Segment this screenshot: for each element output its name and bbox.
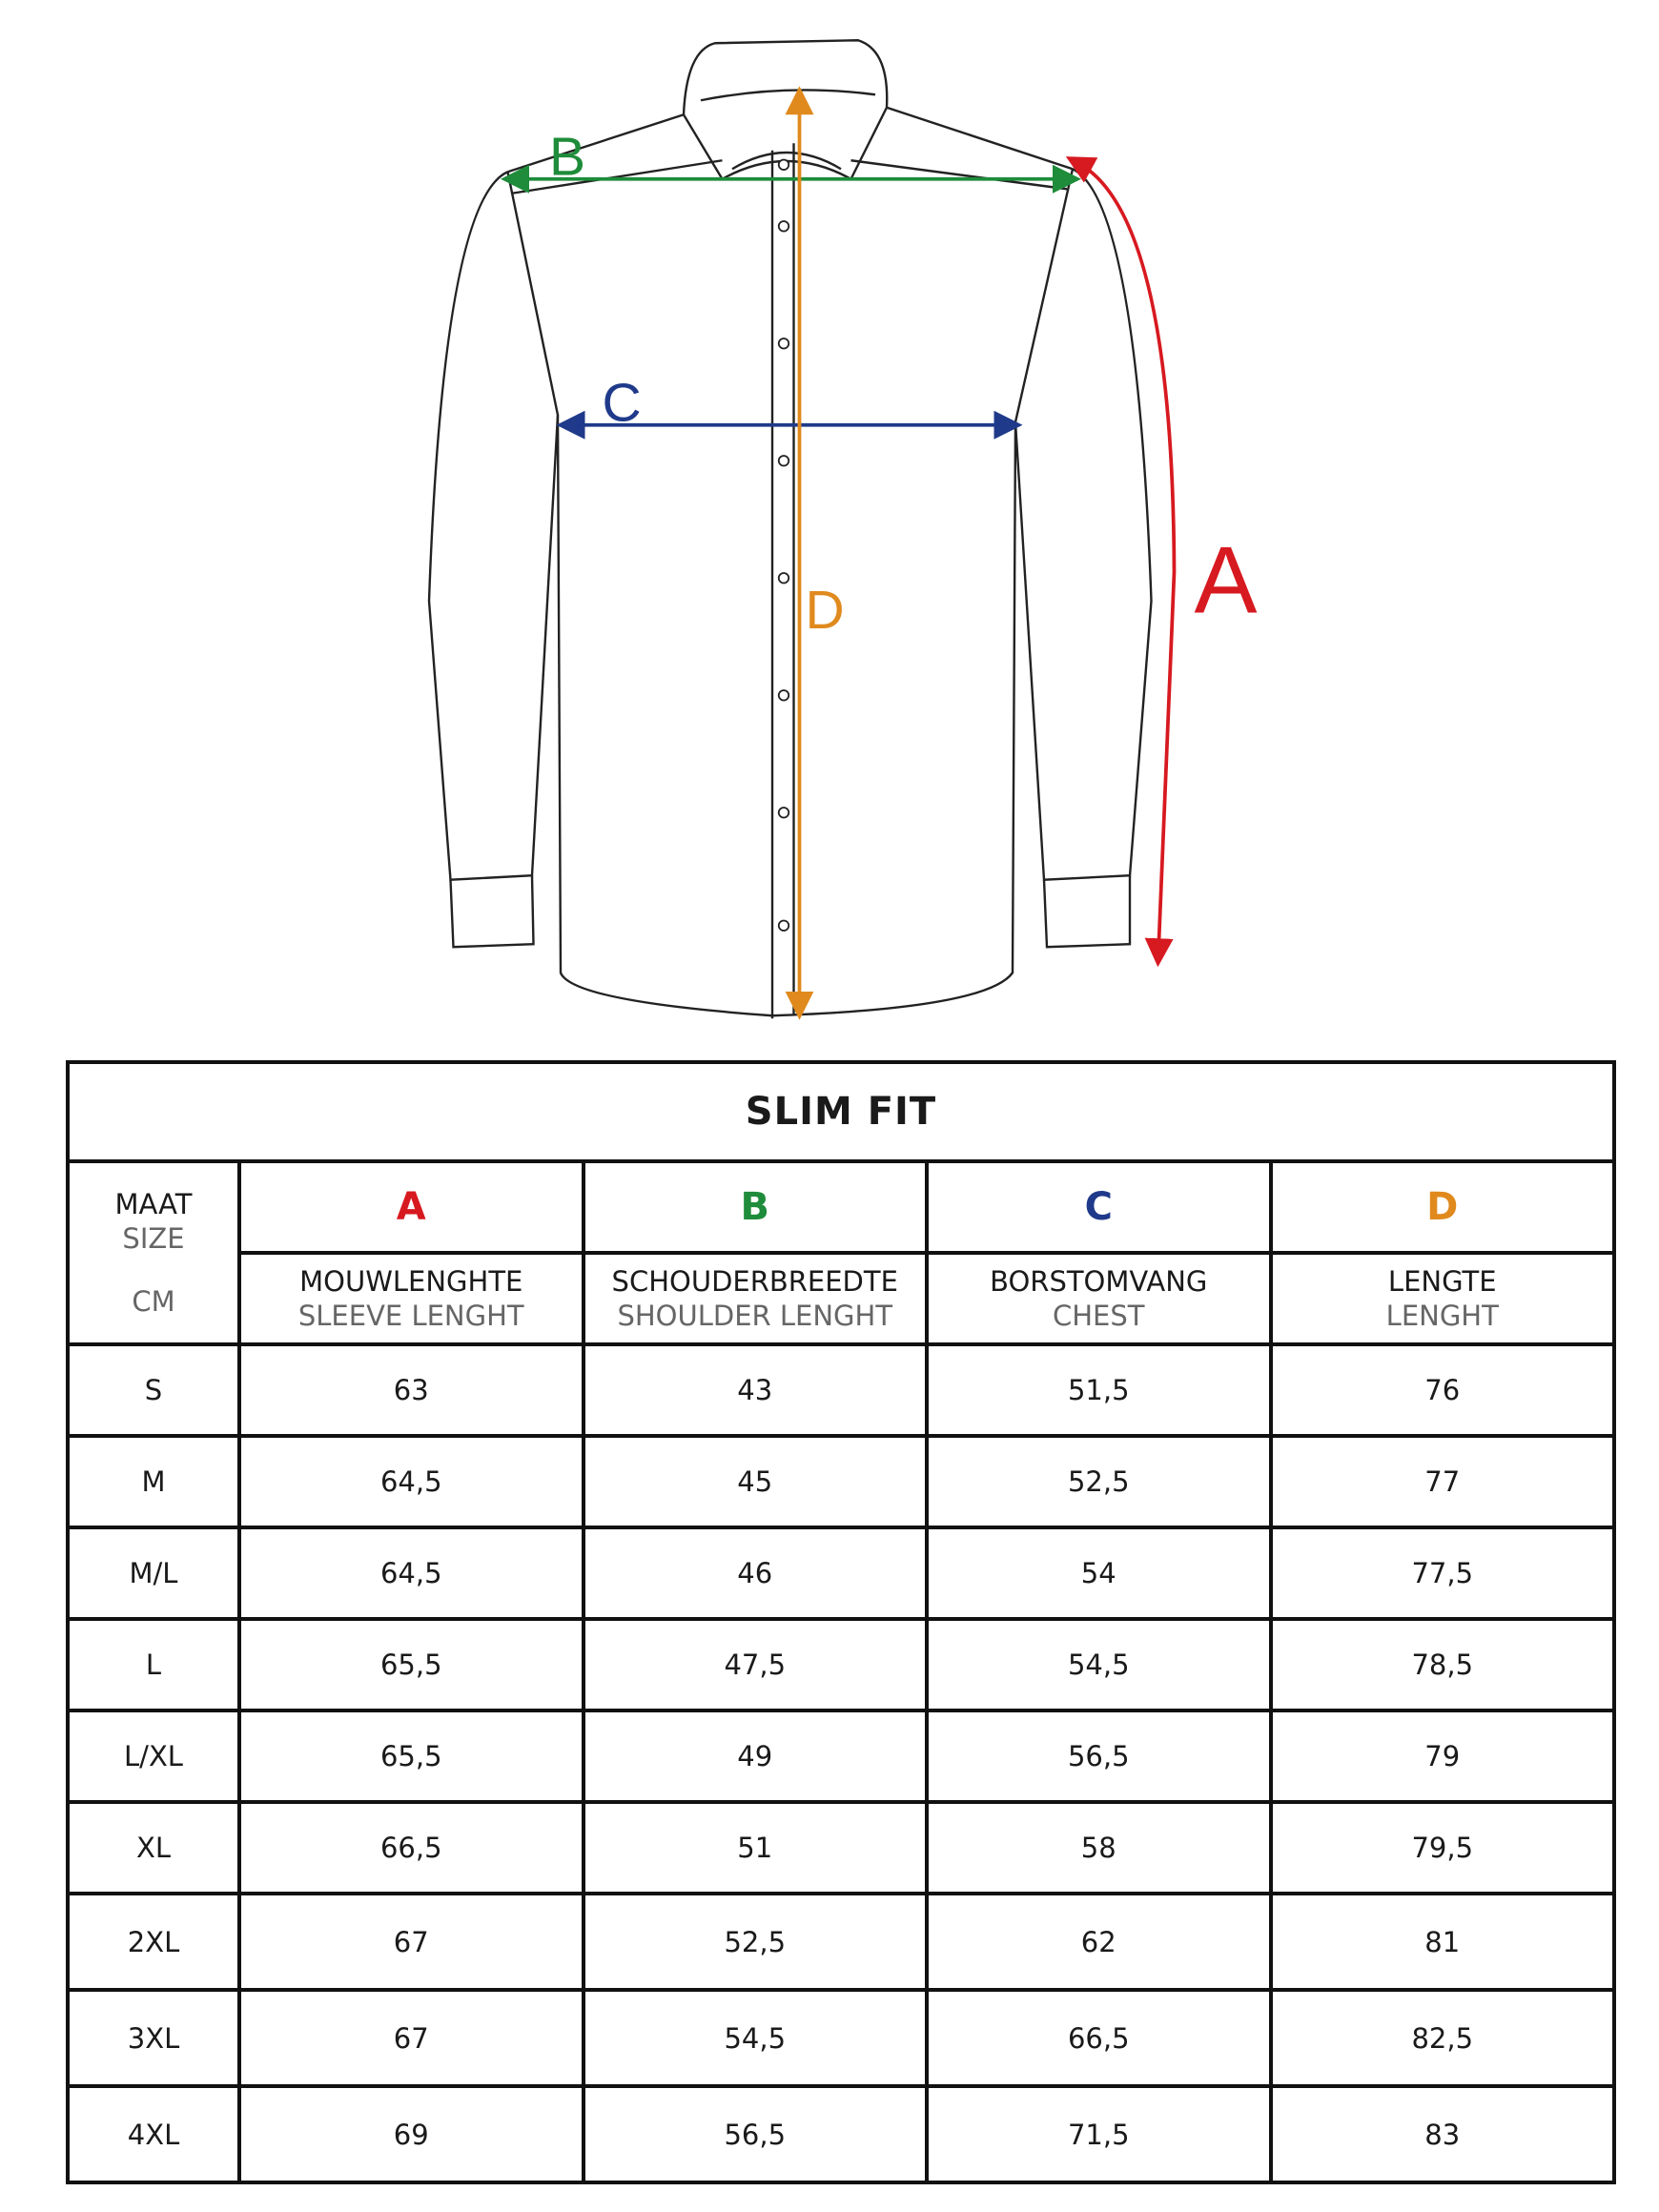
size-header: MAAT SIZE CM (66, 1159, 241, 1346)
value-cell: 54,5 (925, 1617, 1273, 1712)
label-a: A (1195, 526, 1258, 632)
size-cell: 3XL (66, 1988, 241, 2088)
column-name-nl: MOUWLENGHTE (299, 1265, 523, 1298)
value-cell: 56,5 (581, 2084, 929, 2184)
size-cell: L/XL (66, 1709, 241, 1804)
value-cell: 67 (237, 1892, 585, 1992)
table-title: SLIM FIT (66, 1060, 1616, 1163)
value-cell: 77 (1268, 1434, 1616, 1529)
column-letter-a: A (237, 1159, 585, 1255)
size-cell: S (66, 1342, 241, 1438)
value-cell: 45 (581, 1434, 929, 1529)
value-cell: 54 (925, 1526, 1273, 1621)
value-cell: 65,5 (237, 1709, 585, 1804)
value-cell: 54,5 (581, 1988, 929, 2088)
shirt-measurement-diagram: A B C D (427, 39, 1258, 1020)
value-cell: 77,5 (1268, 1526, 1616, 1621)
value-cell: 56,5 (925, 1709, 1273, 1804)
table-row: M 64,5 45 52,5 77 (66, 1434, 1616, 1529)
value-cell: 43 (581, 1342, 929, 1438)
size-cell: 4XL (66, 2084, 241, 2184)
column-name-en: LENGHT (1385, 1300, 1499, 1332)
measurement-arrow-a (1065, 156, 1177, 968)
value-cell: 69 (237, 2084, 585, 2184)
value-cell: 76 (1268, 1342, 1616, 1438)
size-label: SIZE (122, 1222, 185, 1255)
column-letter-b: B (581, 1159, 929, 1255)
shirt-buttons (777, 158, 790, 932)
value-cell: 81 (1268, 1892, 1616, 1992)
value-cell: 83 (1268, 2084, 1616, 2184)
value-cell: 58 (925, 1800, 1273, 1895)
table-row: M/L 64,5 46 54 77,5 (66, 1526, 1616, 1621)
size-chart-table: SLIM FIT MAAT SIZE CM A B C D MOUWLENGHT… (66, 1060, 1616, 2184)
table-row: 2XL 67 52,5 62 81 (66, 1892, 1616, 1992)
value-cell: 64,5 (237, 1434, 585, 1529)
size-cell: M (66, 1434, 241, 1529)
table-row: 3XL 67 54,5 66,5 82,5 (66, 1988, 1616, 2088)
value-cell: 78,5 (1268, 1617, 1616, 1712)
column-header-d: LENGTE LENGHT (1268, 1251, 1616, 1346)
value-cell: 62 (925, 1892, 1273, 1992)
value-cell: 82,5 (1268, 1988, 1616, 2088)
unit-label: CM (132, 1285, 175, 1318)
value-cell: 66,5 (237, 1800, 585, 1895)
value-cell: 49 (581, 1709, 929, 1804)
value-cell: 71,5 (925, 2084, 1273, 2184)
value-cell: 64,5 (237, 1526, 585, 1621)
column-letter-c: C (925, 1159, 1273, 1255)
value-cell: 51 (581, 1800, 929, 1895)
table-row: S 63 43 51,5 76 (66, 1342, 1616, 1438)
value-cell: 51,5 (925, 1342, 1273, 1438)
column-name-nl: BORSTOMVANG (990, 1265, 1208, 1298)
value-cell: 65,5 (237, 1617, 585, 1712)
column-name-en: SLEEVE LENGHT (297, 1300, 524, 1332)
column-name-en: SHOULDER LENGHT (617, 1300, 893, 1332)
column-name-nl: SCHOUDERBREEDTE (611, 1265, 898, 1298)
label-c: C (603, 372, 642, 433)
value-cell: 46 (581, 1526, 929, 1621)
size-cell: L (66, 1617, 241, 1712)
table-row: 4XL 69 56,5 71,5 83 (66, 2084, 1616, 2184)
value-cell: 66,5 (925, 1988, 1273, 2088)
column-letter-d: D (1268, 1159, 1616, 1255)
column-header-b: SCHOUDERBREEDTE SHOULDER LENGHT (581, 1251, 929, 1346)
size-cell: 2XL (66, 1892, 241, 1992)
size-cell: M/L (66, 1526, 241, 1621)
value-cell: 79 (1268, 1709, 1616, 1804)
column-header-a: MOUWLENGHTE SLEEVE LENGHT (237, 1251, 585, 1346)
table-row: L/XL 65,5 49 56,5 79 (66, 1709, 1616, 1804)
maat-label: MAAT (114, 1188, 193, 1220)
column-header-c: BORSTOMVANG CHEST (925, 1251, 1273, 1346)
column-name-nl: LENGTE (1387, 1265, 1497, 1298)
table-row: L 65,5 47,5 54,5 78,5 (66, 1617, 1616, 1712)
value-cell: 67 (237, 1988, 585, 2088)
table-row: XL 66,5 51 58 79,5 (66, 1800, 1616, 1895)
shirt-outline (427, 39, 1153, 1019)
label-b: B (549, 126, 585, 187)
value-cell: 52,5 (925, 1434, 1273, 1529)
value-cell: 47,5 (581, 1617, 929, 1712)
value-cell: 63 (237, 1342, 585, 1438)
size-cell: XL (66, 1800, 241, 1895)
label-d: D (806, 580, 845, 641)
column-name-en: CHEST (1052, 1300, 1145, 1332)
value-cell: 79,5 (1268, 1800, 1616, 1895)
value-cell: 52,5 (581, 1892, 929, 1992)
